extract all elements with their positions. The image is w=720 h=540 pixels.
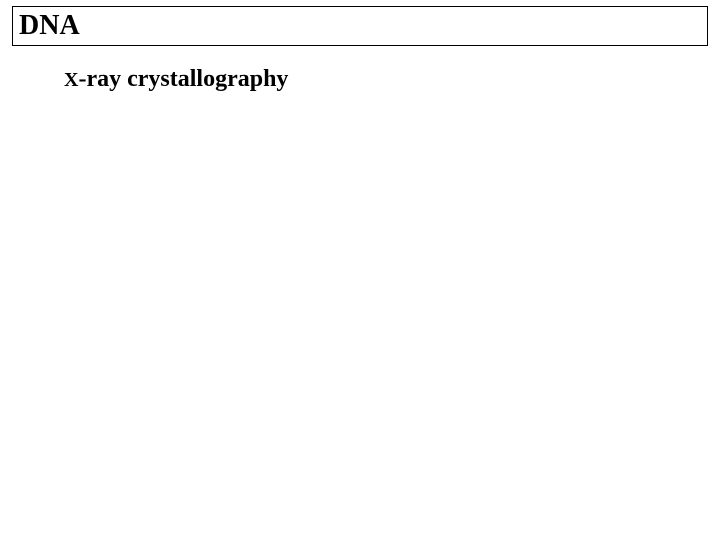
subtitle-rest: -ray crystallography — [78, 66, 288, 92]
slide-title: DNA — [19, 12, 80, 40]
subtitle-smallcap: X — [64, 69, 78, 91]
slide-subtitle: X-ray crystallography — [64, 66, 288, 93]
title-box: DNA — [12, 6, 708, 46]
slide-page: DNA X-ray crystallography — [0, 0, 720, 540]
